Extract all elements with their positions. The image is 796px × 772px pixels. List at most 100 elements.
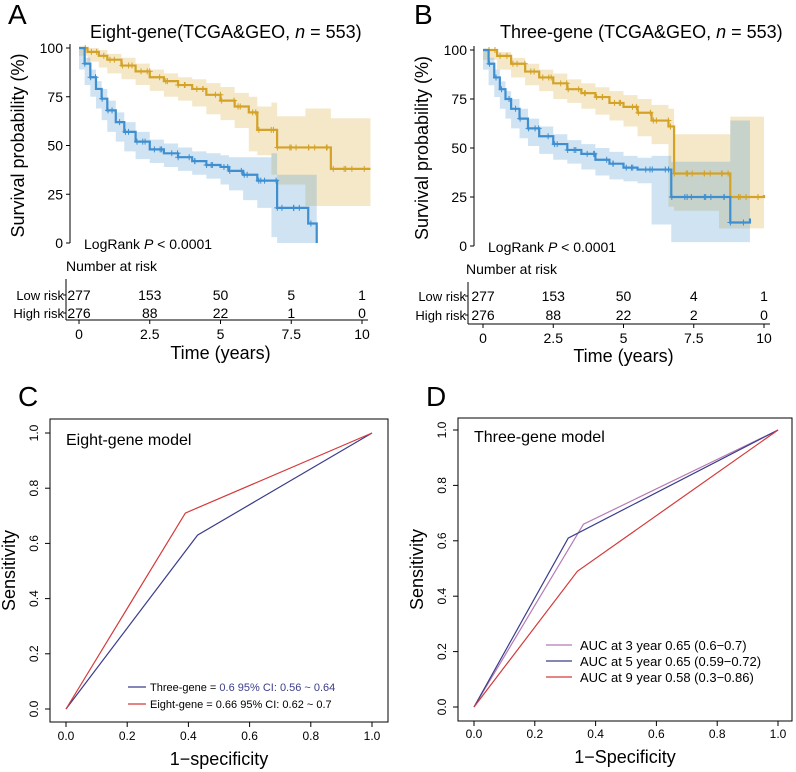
censor-mark: [603, 156, 610, 163]
inset-title: Three-gene model: [474, 429, 605, 446]
censor-mark: [182, 82, 189, 89]
censor-mark: [307, 220, 314, 227]
x-axis-label: 1−specificity: [170, 749, 269, 769]
censor-mark: [109, 107, 116, 114]
censor-mark: [133, 138, 140, 145]
y-tick-label: 50: [451, 140, 467, 156]
y-axis-label: Survival probability (%): [8, 53, 28, 237]
censor-mark: [186, 154, 193, 161]
censor-mark: [593, 94, 600, 101]
censor-mark: [535, 125, 542, 132]
x-tick-label: 0.6: [648, 727, 665, 741]
censor-mark: [168, 150, 175, 157]
censor-mark: [199, 85, 206, 92]
censor-mark: [497, 52, 504, 59]
censor-mark: [92, 74, 99, 81]
censor-mark: [323, 144, 330, 151]
risk-count: 88: [142, 305, 158, 321]
censor-mark: [218, 97, 225, 104]
censor-mark: [575, 86, 582, 93]
censor-mark: [255, 126, 262, 133]
roc-curve-3: [473, 429, 779, 708]
censor-mark: [665, 117, 672, 124]
panel-label: B: [414, 0, 433, 30]
censor-mark: [525, 125, 532, 132]
censor-mark: [175, 82, 182, 89]
x-tick-label: 0.0: [58, 729, 75, 743]
censor-mark: [238, 167, 245, 174]
censor-mark: [146, 68, 153, 75]
ci-band-low-risk: [483, 50, 764, 229]
risk-row-label: Low risk: [418, 289, 466, 304]
censor-mark: [668, 194, 675, 200]
censor-mark: [721, 194, 728, 200]
y-axis-label: Sensitivity: [0, 530, 19, 611]
risk-count: 2: [690, 307, 698, 323]
x-tick-label: 0.8: [709, 727, 726, 741]
x-tick-label: 0.2: [526, 727, 543, 741]
censor-mark: [599, 94, 606, 101]
y-tick-label: 0: [459, 238, 467, 254]
legend-entry: Eight-gene = 0.66 95% CI: 0.62 ~ 0.7: [150, 699, 332, 711]
x-tick-label: 7.5: [684, 330, 704, 346]
censor-mark: [93, 48, 100, 55]
legend-entry: AUC at 5 year 0.65 (0.59−0.72): [580, 654, 761, 669]
risk-count: 276: [67, 305, 91, 321]
censor-mark: [740, 219, 747, 226]
y-tick-label: 0.4: [27, 590, 41, 607]
censor-mark: [665, 166, 672, 173]
risk-count: 1: [760, 288, 768, 304]
censor-mark: [565, 86, 572, 93]
y-tick-label: 0: [55, 235, 63, 251]
censor-mark: [226, 167, 233, 174]
censor-mark: [119, 62, 126, 69]
roc-panel-c: C Eight-gene model 0.0 0.2 0.4 0.6 0.8 1.0 0.0 0.…: [0, 381, 389, 769]
roc-panel-d: D Three-gene model 0.0 0.2 0.4 0.6 0.8 1.0 0.0 0.…: [407, 381, 793, 767]
y-tick-label: 100: [40, 40, 64, 56]
risk-count: 153: [542, 288, 566, 304]
x-tick-label: 2.5: [544, 330, 564, 346]
x-tick-label: 1.0: [770, 727, 787, 741]
censor-mark: [623, 164, 630, 171]
y-tick-label: 25: [47, 186, 63, 202]
y-tick-label: 100: [444, 42, 468, 58]
x-tick-label: 5: [217, 326, 225, 342]
censor-mark: [650, 117, 657, 124]
censor-mark: [88, 48, 95, 55]
censor-mark: [348, 165, 355, 172]
censor-mark: [296, 204, 303, 211]
censor-mark: [684, 194, 691, 200]
risk-row-label: Low risk: [16, 288, 64, 303]
plot-frame: [457, 417, 793, 722]
censor-mark: [493, 74, 500, 81]
censor-mark: [628, 164, 635, 171]
roc-curve-1: [65, 432, 373, 710]
x-tick-label: 0.6: [241, 729, 258, 743]
censor-mark: [224, 163, 231, 170]
censor-mark: [288, 144, 295, 151]
censor-mark: [138, 68, 145, 75]
censor-mark: [725, 170, 732, 177]
censor-mark: [521, 60, 528, 67]
inset-title: Eight-gene model: [66, 432, 191, 449]
censor-mark: [111, 56, 118, 63]
censor-mark: [164, 78, 171, 85]
y-tick-label: 0.2: [435, 643, 449, 660]
censor-mark: [584, 150, 591, 157]
censor-mark: [512, 105, 519, 112]
y-axis-label: Survival probability (%): [412, 56, 432, 240]
censor-mark: [290, 204, 297, 211]
censor-mark: [557, 80, 564, 87]
censor-mark: [156, 74, 163, 81]
y-tick-label: 1.0: [27, 424, 41, 441]
censor-mark: [129, 62, 136, 69]
censor-mark: [274, 204, 281, 211]
logrank-text: LogRank P < 0.0001: [488, 239, 616, 255]
x-tick-label: 1.0: [364, 729, 381, 743]
censor-mark: [231, 97, 238, 104]
censor-mark: [151, 146, 158, 153]
risk-count: 5: [287, 287, 295, 303]
y-tick-label: 25: [451, 189, 467, 205]
